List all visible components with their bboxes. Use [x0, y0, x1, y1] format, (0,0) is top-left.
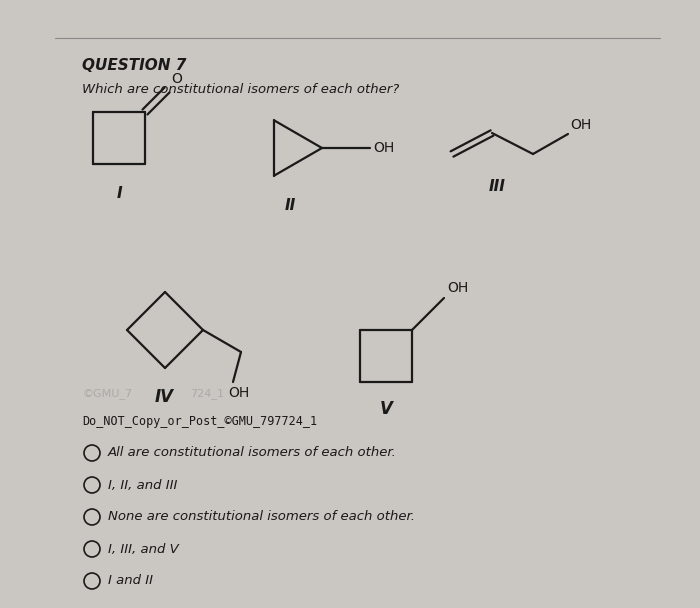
Text: IV: IV [155, 388, 174, 406]
Text: OH: OH [228, 386, 249, 400]
Text: I, II, and III: I, II, and III [108, 478, 177, 491]
Text: II: II [284, 198, 295, 213]
Text: OH: OH [447, 281, 468, 295]
Text: I: I [116, 186, 122, 201]
Text: None are constitutional isomers of each other.: None are constitutional isomers of each … [108, 511, 415, 523]
Text: V: V [379, 400, 393, 418]
Text: OH: OH [373, 141, 394, 155]
Text: Which are constitutional isomers of each other?: Which are constitutional isomers of each… [82, 83, 399, 96]
Text: QUESTION 7: QUESTION 7 [82, 58, 186, 73]
Text: III: III [489, 179, 505, 194]
Text: Do_NOT_Copy_or_Post_©GMU_797724_1: Do_NOT_Copy_or_Post_©GMU_797724_1 [82, 415, 317, 428]
Text: ©GMU_7: ©GMU_7 [82, 388, 132, 399]
Text: OH: OH [570, 118, 592, 132]
Text: 724_1: 724_1 [190, 388, 224, 399]
Text: I, III, and V: I, III, and V [108, 542, 178, 556]
Text: I and II: I and II [108, 575, 153, 587]
Text: O: O [171, 72, 182, 86]
Text: All are constitutional isomers of each other.: All are constitutional isomers of each o… [108, 446, 397, 460]
